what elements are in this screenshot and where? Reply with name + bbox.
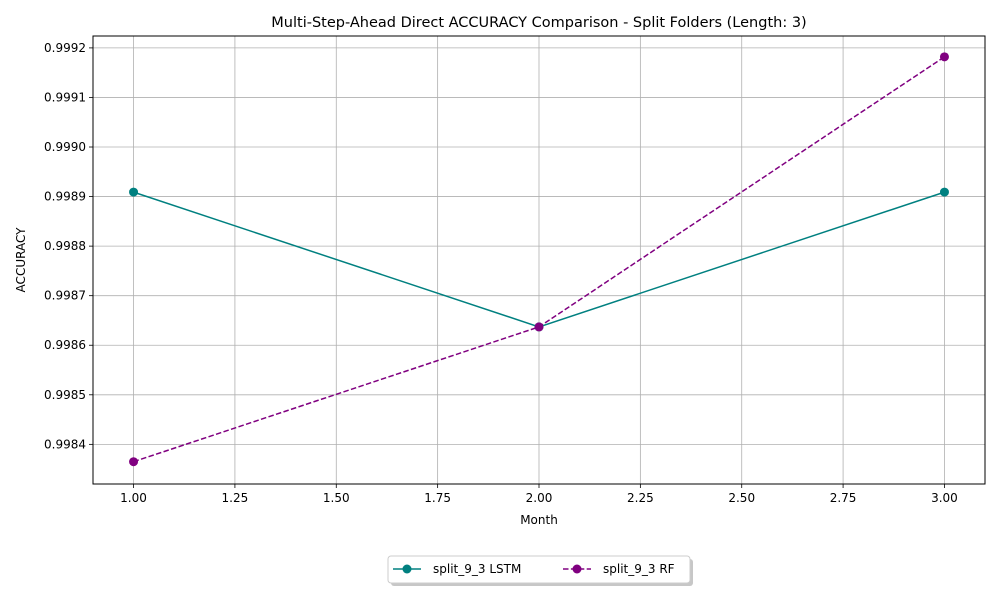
x-axis-label: Month	[520, 513, 558, 527]
data-point	[939, 187, 949, 197]
x-tick-label: 2.00	[526, 491, 553, 505]
y-axis-label: ACCURACY	[14, 227, 28, 293]
y-tick-label: 0.9990	[44, 140, 86, 154]
x-tick-label: 3.00	[931, 491, 958, 505]
legend-items: split_9_3 LSTM split_9_3 RF	[393, 562, 675, 576]
y-axis-ticks: 0.9984 0.9985 0.9986 0.9987 0.9988 0.9989 0.99…	[44, 41, 93, 451]
legend-box	[387, 555, 691, 584]
x-tick-label: 2.50	[728, 491, 755, 505]
x-tick-label: 1.50	[323, 491, 350, 505]
y-tick-label: 0.9987	[44, 289, 86, 303]
series-layer	[129, 52, 949, 467]
data-point	[534, 322, 544, 332]
legend-marker	[402, 564, 412, 574]
y-tick-label: 0.9986	[44, 338, 86, 352]
data-point	[129, 457, 139, 467]
legend: split_9_3 LSTM split_9_3 RF	[387, 555, 693, 586]
x-tick-label: 1.00	[120, 491, 147, 505]
y-tick-label: 0.9991	[44, 90, 86, 104]
x-tick-label: 1.25	[222, 491, 249, 505]
x-tick-label: 2.75	[830, 491, 857, 505]
y-tick-label: 0.9984	[44, 437, 86, 451]
x-axis-ticks: 1.00 1.25 1.50 1.75 2.00 2.25 2.50 2.75 3.00	[120, 484, 958, 505]
y-tick-label: 0.9985	[44, 388, 86, 402]
y-tick-label: 0.9988	[44, 239, 86, 253]
x-tick-label: 2.25	[627, 491, 654, 505]
data-point	[129, 187, 139, 197]
legend-label: split_9_3 LSTM	[433, 562, 521, 576]
chart-title: Multi-Step-Ahead Direct ACCURACY Compari…	[271, 15, 806, 31]
y-tick-label: 0.9992	[44, 41, 86, 55]
legend-marker	[572, 564, 582, 574]
x-tick-label: 1.75	[424, 491, 451, 505]
grid	[93, 36, 985, 484]
data-point	[939, 52, 949, 62]
legend-label: split_9_3 RF	[603, 562, 675, 576]
y-tick-label: 0.9989	[44, 190, 86, 204]
